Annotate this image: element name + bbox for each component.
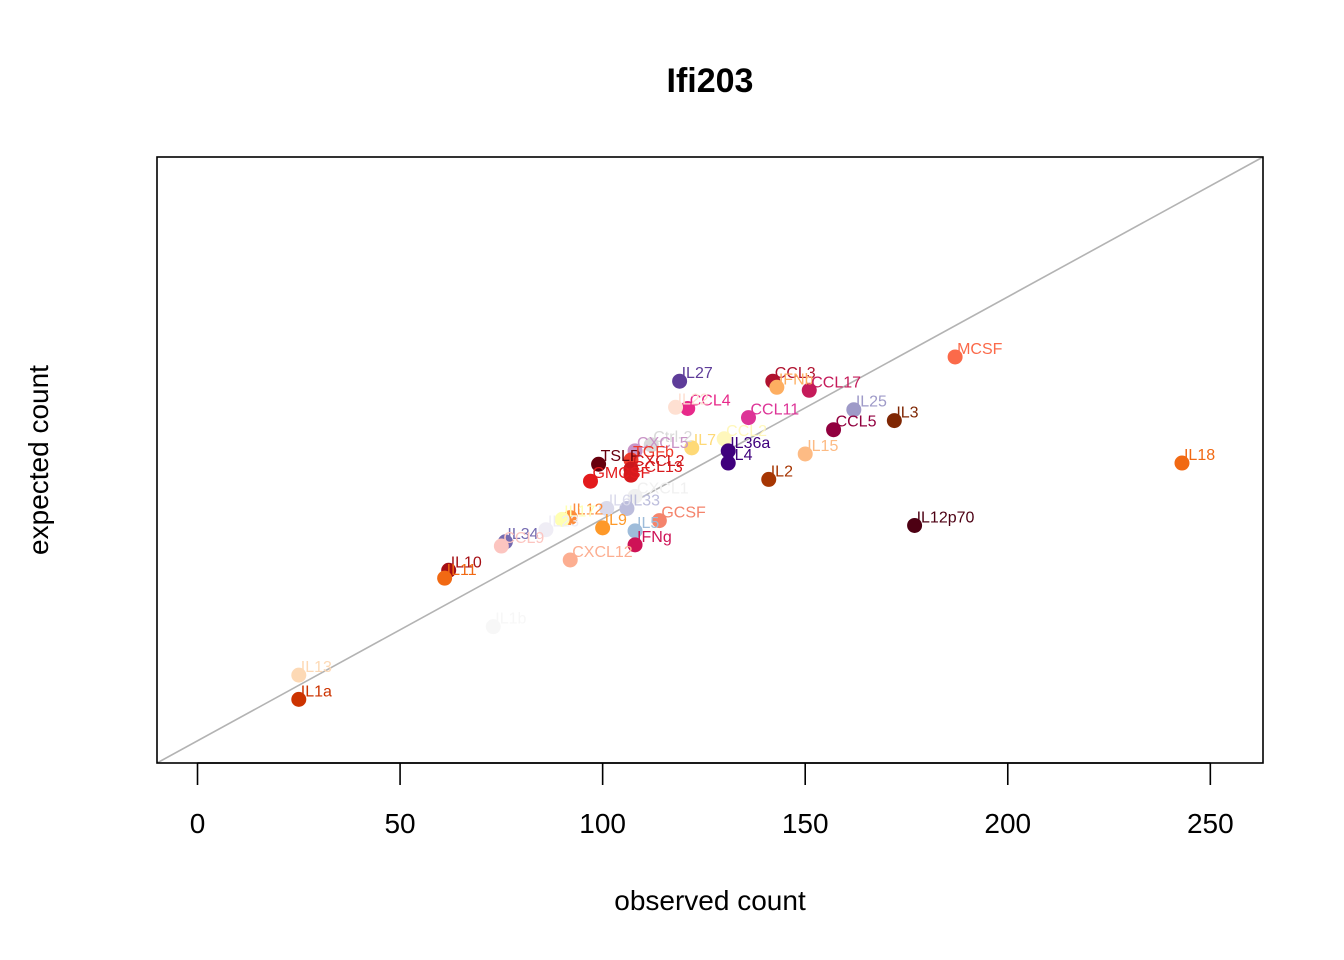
data-point xyxy=(643,437,659,453)
point-label: IL22 xyxy=(678,391,709,408)
point-label: IFNb xyxy=(779,371,814,388)
point-label: CXCL5 xyxy=(637,435,689,452)
point-label: CXCL1 xyxy=(637,480,689,497)
point-label: IL25 xyxy=(856,394,887,411)
point-label: CXCL2 xyxy=(633,453,685,470)
point-label: IL7 xyxy=(694,432,716,449)
point-label: CXCL12 xyxy=(572,544,633,561)
data-point xyxy=(627,537,643,553)
point-label: IL3 xyxy=(896,405,918,422)
data-point xyxy=(826,422,842,438)
data-point xyxy=(582,473,598,489)
point-label: IL33 xyxy=(629,492,660,509)
data-point xyxy=(1174,455,1190,471)
point-label: IL4 xyxy=(730,447,752,464)
point-label: IL1b xyxy=(495,611,526,628)
point-label: IL12p70 xyxy=(917,509,975,526)
point-label: IL2 xyxy=(771,463,793,480)
point-label: CCL5 xyxy=(836,414,877,431)
point-label: TGFb xyxy=(633,444,674,461)
point-label: IL23 xyxy=(548,514,579,531)
x-tick-label: 0 xyxy=(190,808,206,839)
point-label: IL10 xyxy=(451,554,482,571)
data-point xyxy=(595,520,611,536)
chart-title: Ifi203 xyxy=(667,62,754,100)
data-point xyxy=(651,513,667,529)
point-label: IL5 xyxy=(637,515,659,532)
point-label: IL36a xyxy=(730,435,770,452)
data-point xyxy=(291,691,307,707)
point-label: Ctrl-2 xyxy=(653,429,692,446)
point-label: IL17 xyxy=(564,503,595,520)
data-point xyxy=(769,379,785,395)
data-point xyxy=(591,456,607,472)
x-tick-label: 150 xyxy=(782,808,829,839)
point-label: CCL4 xyxy=(690,392,731,409)
x-tick-label: 250 xyxy=(1187,808,1234,839)
point-label: CCL13 xyxy=(633,459,683,476)
data-point xyxy=(740,410,756,426)
point-label: GCSF xyxy=(661,505,706,522)
data-point xyxy=(437,570,453,586)
point-label: IL15 xyxy=(807,438,838,455)
point-label: CCL11 xyxy=(750,402,799,419)
data-point xyxy=(623,467,639,483)
data-point xyxy=(761,471,777,487)
point-label: IL12 xyxy=(572,502,603,519)
data-point xyxy=(797,446,813,462)
point-label: IL27 xyxy=(682,365,713,382)
data-point xyxy=(947,349,963,365)
data-point xyxy=(684,440,700,456)
point-label: TSLP xyxy=(601,448,641,465)
data-point xyxy=(538,522,554,538)
data-point xyxy=(493,538,509,554)
point-label: CCL9 xyxy=(503,530,544,547)
y-axis-label: expected count xyxy=(23,365,54,555)
point-label: IL11 xyxy=(447,562,477,579)
data-point xyxy=(291,667,307,683)
data-point xyxy=(720,443,736,459)
data-point xyxy=(907,517,923,533)
point-label: IL1a xyxy=(301,683,332,700)
point-label: IL13 xyxy=(301,659,332,676)
data-point xyxy=(627,523,643,539)
x-tick-label: 100 xyxy=(579,808,626,839)
data-point xyxy=(562,552,578,568)
point-label: GMCSF xyxy=(592,465,650,482)
data-point xyxy=(599,500,615,516)
x-tick-label: 200 xyxy=(984,808,1031,839)
data-point xyxy=(672,373,688,389)
data-point xyxy=(886,413,902,429)
data-point xyxy=(720,455,736,471)
data-point xyxy=(554,511,570,527)
data-point xyxy=(801,382,817,398)
point-label: IFNg xyxy=(637,529,672,546)
point-label: IL6 xyxy=(609,492,631,509)
data-point xyxy=(668,399,684,415)
x-axis-label: observed count xyxy=(614,885,806,916)
point-label: IL34 xyxy=(507,526,538,543)
x-tick-label: 50 xyxy=(384,808,415,839)
point-label: IL18 xyxy=(1184,447,1215,464)
identity-reference-line xyxy=(156,156,1264,764)
data-point xyxy=(627,488,643,504)
point-label: IL9 xyxy=(605,512,627,529)
point-label: CCL3 xyxy=(775,365,816,382)
data-point xyxy=(680,400,696,416)
data-point xyxy=(619,500,635,516)
point-label: CCL17 xyxy=(811,374,861,391)
point-label: CCL2 xyxy=(726,423,767,440)
data-point xyxy=(846,402,862,418)
point-label: MCSF xyxy=(957,341,1003,358)
x-axis: 0 50 100 150 200 250 xyxy=(190,762,1234,839)
data-point xyxy=(716,431,732,447)
data-point xyxy=(485,619,501,635)
